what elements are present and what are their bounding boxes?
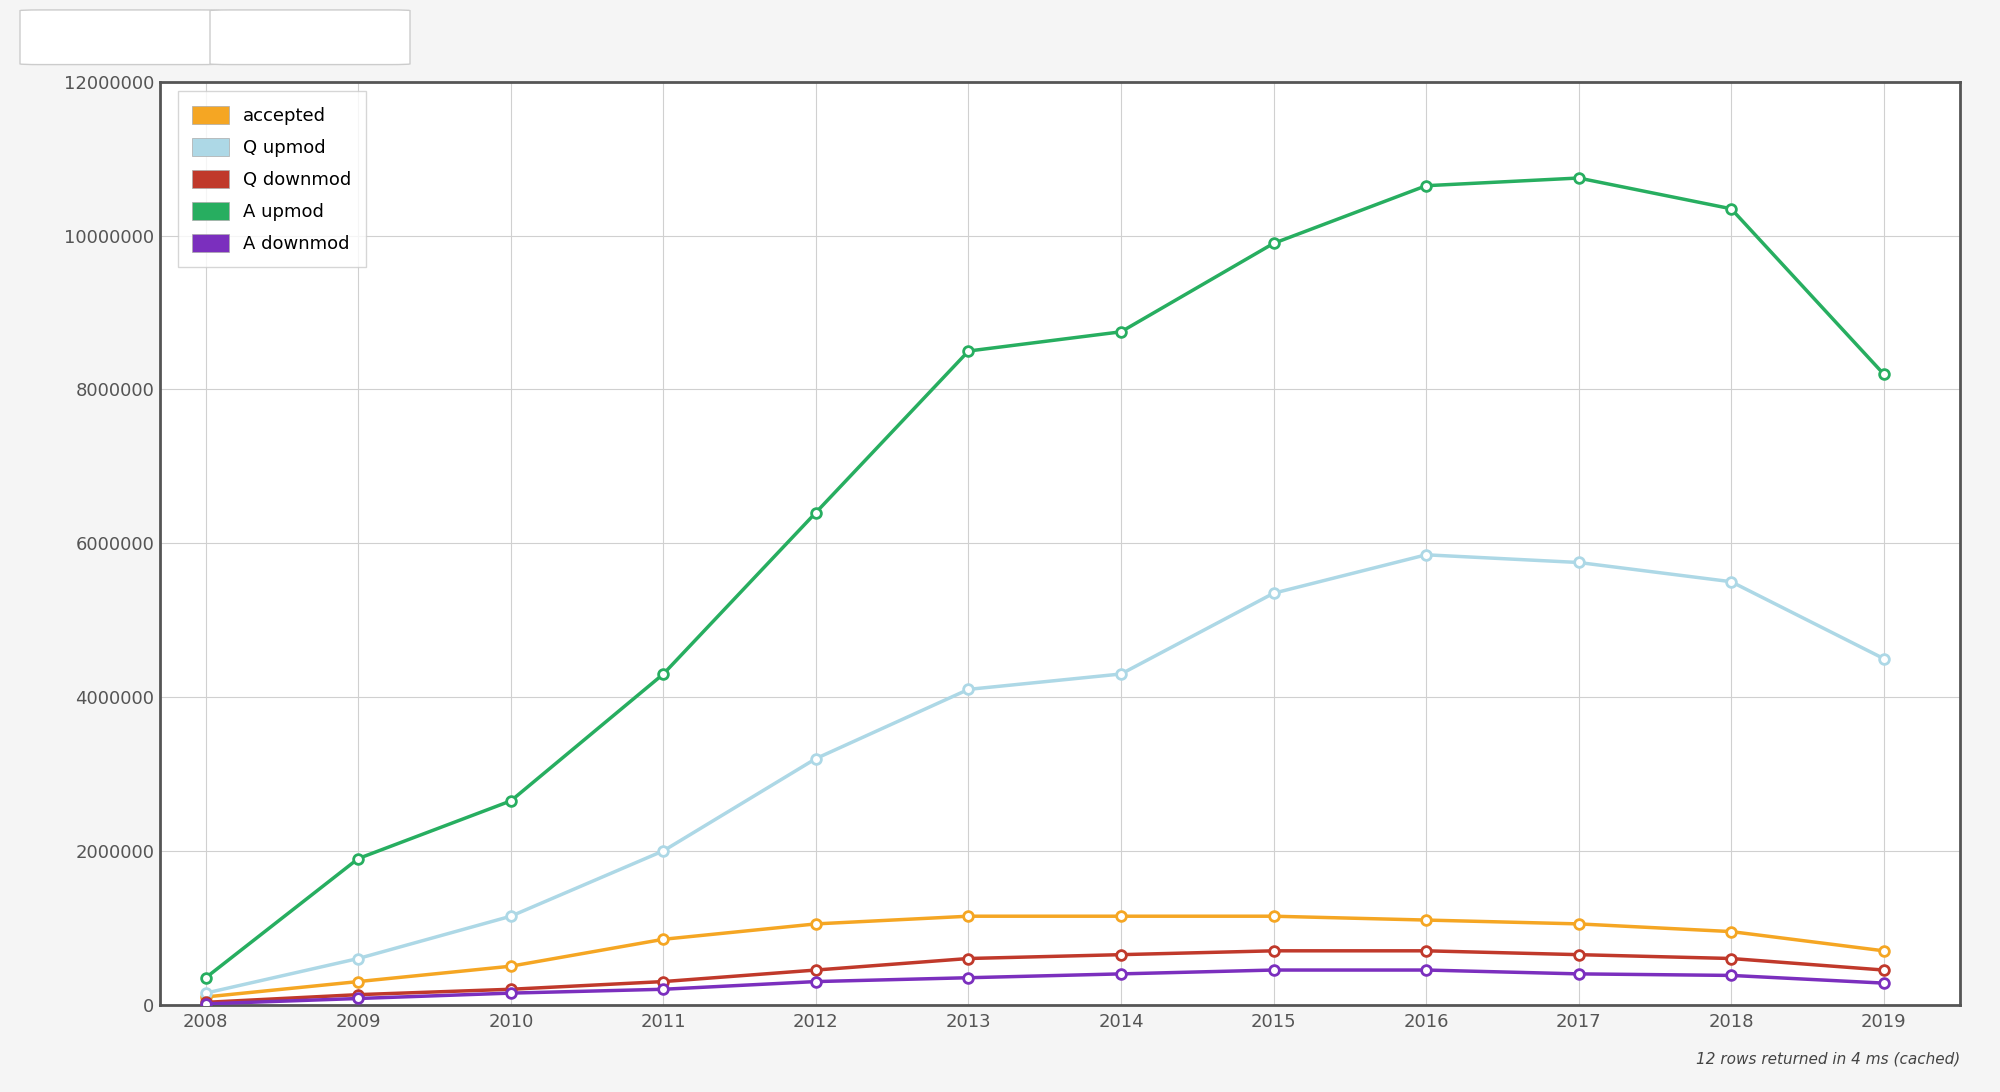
A upmod	[1720, 202, 1744, 215]
Line: Q downmod: Q downmod	[200, 946, 1888, 1007]
Q upmod	[1414, 548, 1438, 561]
Q upmod	[346, 952, 370, 965]
A downmod	[1262, 963, 1286, 976]
A upmod	[1110, 325, 1134, 339]
Q downmod	[1110, 948, 1134, 961]
Text: 12 rows returned in 4 ms (cached): 12 rows returned in 4 ms (cached)	[1696, 1052, 1960, 1067]
accepted	[346, 975, 370, 988]
A downmod	[1720, 969, 1744, 982]
FancyBboxPatch shape	[20, 10, 220, 64]
accepted	[956, 910, 980, 923]
FancyBboxPatch shape	[210, 10, 410, 64]
Q upmod	[498, 910, 522, 923]
Q downmod	[194, 996, 218, 1009]
accepted	[1414, 914, 1438, 927]
Q upmod	[1566, 556, 1590, 569]
A upmod	[194, 971, 218, 984]
Q downmod	[346, 988, 370, 1001]
A upmod	[804, 506, 828, 519]
A upmod	[1872, 368, 1896, 381]
Q upmod	[1110, 667, 1134, 680]
A upmod	[498, 794, 522, 807]
Q downmod	[1262, 945, 1286, 958]
accepted	[498, 960, 522, 973]
A downmod	[1110, 968, 1134, 981]
Line: accepted: accepted	[200, 912, 1888, 1001]
A downmod	[804, 975, 828, 988]
Line: Q upmod: Q upmod	[200, 550, 1888, 998]
A downmod	[346, 992, 370, 1005]
A upmod	[956, 344, 980, 357]
A upmod	[1566, 171, 1590, 185]
A downmod	[194, 997, 218, 1010]
Q downmod	[652, 975, 676, 988]
A downmod	[652, 983, 676, 996]
A upmod	[1262, 237, 1286, 250]
Q upmod	[194, 986, 218, 999]
Q downmod	[498, 983, 522, 996]
Q upmod	[652, 844, 676, 857]
Q downmod	[1566, 948, 1590, 961]
accepted	[1720, 925, 1744, 938]
accepted	[194, 990, 218, 1004]
Q upmod	[804, 752, 828, 765]
Q downmod	[804, 963, 828, 976]
Q downmod	[956, 952, 980, 965]
accepted	[1262, 910, 1286, 923]
Q upmod	[1262, 586, 1286, 600]
accepted	[1872, 945, 1896, 958]
accepted	[1566, 917, 1590, 930]
Q upmod	[1720, 575, 1744, 589]
Line: A downmod: A downmod	[200, 965, 1888, 1009]
accepted	[652, 933, 676, 946]
A downmod	[956, 971, 980, 984]
A downmod	[1872, 976, 1896, 989]
A downmod	[1414, 963, 1438, 976]
A downmod	[1566, 968, 1590, 981]
A upmod	[1414, 179, 1438, 192]
Q upmod	[956, 682, 980, 696]
A upmod	[652, 667, 676, 680]
Q downmod	[1720, 952, 1744, 965]
Legend: accepted, Q upmod, Q downmod, A upmod, A downmod: accepted, Q upmod, Q downmod, A upmod, A…	[178, 91, 366, 268]
accepted	[804, 917, 828, 930]
A downmod	[498, 986, 522, 999]
A upmod	[346, 852, 370, 865]
Q downmod	[1414, 945, 1438, 958]
accepted	[1110, 910, 1134, 923]
Q upmod	[1872, 652, 1896, 665]
Q downmod	[1872, 963, 1896, 976]
Line: A upmod: A upmod	[200, 174, 1888, 983]
